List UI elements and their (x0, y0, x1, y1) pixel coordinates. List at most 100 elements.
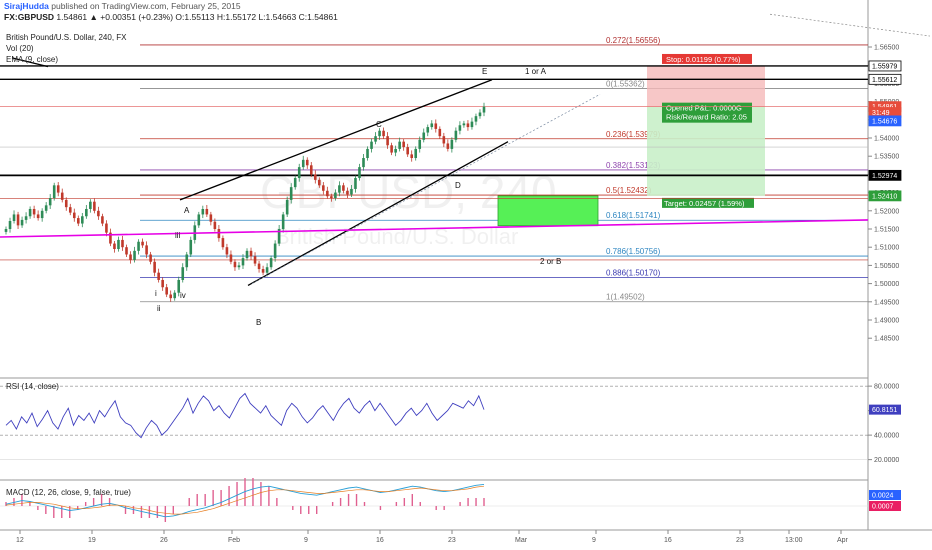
wedge-upper-line (179, 79, 493, 201)
candle-body (209, 214, 213, 222)
candle-body (241, 258, 245, 266)
candle-body (141, 241, 144, 246)
price-badge (868, 73, 902, 85)
candle-body (330, 196, 333, 199)
fib-label: 0.236(1.53979) (606, 130, 661, 139)
macd-signal-line (5, 485, 485, 515)
rsi-tick-label: 40.0000 (874, 433, 899, 440)
time-tick-label: 23 (448, 537, 456, 544)
price-tick-label: 1.50000 (874, 281, 899, 288)
candle-body (418, 139, 422, 149)
candle-body (402, 141, 405, 148)
candle-body (205, 208, 209, 215)
candle-body (354, 178, 357, 189)
author-link[interactable]: SirajHudda (4, 1, 49, 11)
pnl-text: Opened P&L: 0.0000G (666, 104, 742, 113)
legend-vol[interactable]: Vol (20) (6, 44, 34, 53)
time-tick-label: 26 (160, 537, 168, 544)
candle-body (229, 254, 233, 262)
wave-label: i (155, 289, 157, 298)
candle-body (44, 205, 48, 211)
candle-body (64, 199, 68, 208)
target-badge (662, 197, 754, 208)
candle-body (109, 232, 112, 244)
candle-body (173, 292, 177, 299)
price-badge-text: 1.54676 (872, 118, 897, 125)
candle-body (434, 123, 438, 129)
macd-line (5, 483, 485, 518)
candle-body (462, 123, 466, 126)
candle-body (318, 179, 321, 186)
price-tick-label: 1.49500 (874, 299, 899, 306)
candle-body (398, 141, 401, 149)
time-tick-label: 9 (592, 537, 596, 544)
price-tick-label: 1.48500 (874, 336, 899, 343)
fib-label: 0.618(1.51741) (606, 211, 661, 220)
symbol-label[interactable]: FX:GBPUSD (4, 12, 55, 22)
candle-body (161, 279, 164, 288)
price-badge-text: 1.55612 (872, 77, 897, 84)
candle-body (406, 147, 409, 155)
short-trendline (11, 57, 49, 68)
price-badge (868, 115, 902, 127)
candle-body (245, 250, 249, 259)
candle-body (366, 148, 369, 159)
price-tick-label: 1.51000 (874, 245, 899, 252)
time-tick-label: 9 (304, 537, 308, 544)
candle-body (293, 178, 297, 188)
candle-body (285, 199, 289, 215)
wave-label: C (376, 120, 382, 129)
time-tick-label: 13:00 (785, 537, 803, 544)
candle-body (301, 159, 305, 168)
price-tick-label: 1.51500 (874, 227, 899, 234)
candle-body (374, 136, 377, 142)
candle-body (60, 192, 64, 200)
horizontal-lines[interactable] (0, 65, 868, 261)
candle-body (97, 210, 100, 217)
magenta-trendline (0, 219, 869, 238)
legend-ema[interactable]: EMA (9, close) (6, 55, 59, 64)
candle-body (289, 187, 293, 200)
candle-body (482, 106, 486, 113)
fib-label: 0.886(1.50170) (606, 268, 661, 277)
candle-body (422, 132, 426, 140)
candle-body (24, 216, 28, 220)
candles (4, 102, 486, 302)
candle-body (378, 130, 381, 137)
candle-body (261, 269, 265, 273)
candle-body (386, 136, 389, 146)
candle-body (85, 208, 88, 217)
legend-title[interactable]: British Pound/U.S. Dollar, 240, FX (6, 33, 127, 42)
candle-body (12, 214, 16, 221)
candle-body (478, 112, 482, 117)
position-zones[interactable]: Stop: 0.01199 (0.77%) Opened P&L: 0.0000G… (497, 53, 765, 227)
candle-body (28, 208, 32, 217)
candle-body (72, 212, 76, 219)
macd-label[interactable]: MACD (12, 26, close, 9, false, true) (6, 488, 131, 497)
candle-body (32, 208, 36, 215)
candle-body (169, 294, 172, 299)
wedge-lower-line (247, 141, 509, 286)
candle-body (350, 188, 353, 195)
time-tick-label: Feb (228, 537, 240, 544)
candle-body (217, 229, 221, 239)
candle-body (450, 139, 454, 149)
candle-body (213, 221, 217, 229)
fib-label: 0.272(1.56556) (606, 36, 661, 45)
macd-signal-badge (869, 501, 901, 511)
price-badge-text: 31:49 (872, 110, 890, 117)
candle-body (145, 245, 148, 255)
candle-body (394, 148, 397, 153)
candle-body (89, 201, 92, 209)
trend-drawings[interactable] (0, 13, 931, 286)
candle-body (265, 267, 269, 273)
candle-body (313, 174, 317, 180)
candle-body (129, 254, 132, 260)
price-badge (868, 169, 902, 181)
candle-body (185, 254, 189, 268)
rsi-label[interactable]: RSI (14, close) (6, 382, 59, 391)
candle-body (281, 214, 285, 229)
price-badge (868, 190, 902, 202)
candle-body (20, 219, 24, 226)
